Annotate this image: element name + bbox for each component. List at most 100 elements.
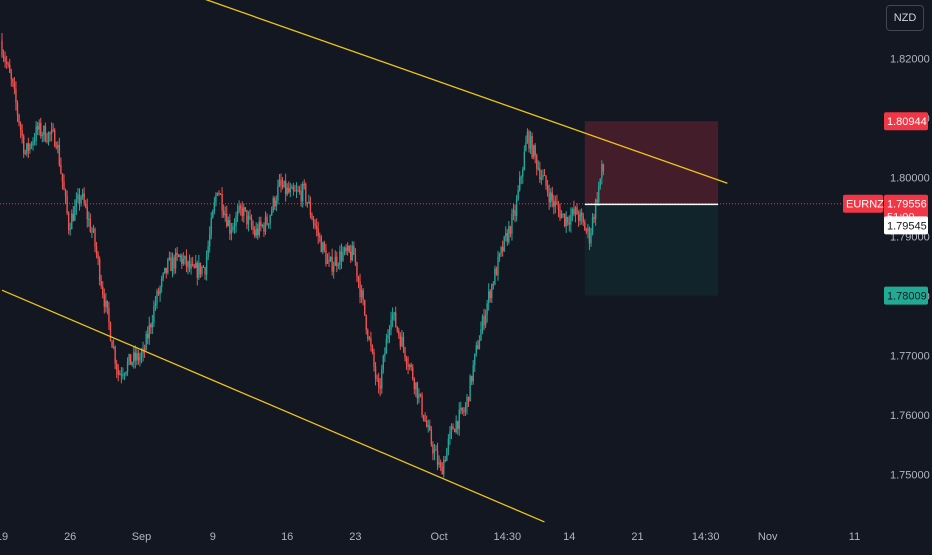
candle bbox=[416, 381, 419, 405]
candle bbox=[277, 179, 279, 205]
candle bbox=[280, 173, 282, 193]
currency-button[interactable]: NZD bbox=[886, 5, 924, 31]
candle bbox=[145, 330, 147, 351]
candle bbox=[263, 222, 265, 237]
candle bbox=[188, 254, 191, 273]
candle bbox=[50, 122, 53, 142]
candle bbox=[495, 266, 498, 276]
candle bbox=[529, 131, 532, 154]
candle bbox=[58, 137, 61, 167]
candle bbox=[43, 125, 45, 142]
candle bbox=[212, 209, 214, 219]
candle bbox=[528, 129, 530, 153]
candle bbox=[577, 210, 580, 227]
candle bbox=[315, 218, 318, 237]
candle bbox=[444, 455, 446, 463]
candle bbox=[348, 245, 350, 254]
time-tick-label: 9 bbox=[210, 531, 216, 543]
candle bbox=[410, 362, 412, 371]
candle bbox=[5, 55, 8, 69]
candle bbox=[551, 186, 553, 208]
candle bbox=[184, 255, 186, 265]
candle bbox=[153, 300, 155, 327]
upper-channel-line[interactable] bbox=[2, 0, 728, 184]
candle bbox=[147, 326, 149, 345]
take-profit-zone[interactable] bbox=[584, 204, 719, 296]
candle bbox=[2, 49, 5, 63]
candle bbox=[240, 203, 242, 216]
time-tick-label: 26 bbox=[64, 531, 76, 543]
candle bbox=[250, 214, 253, 230]
candle bbox=[543, 168, 546, 177]
candle bbox=[29, 142, 31, 154]
currency-label: NZD bbox=[893, 12, 917, 24]
candle bbox=[331, 248, 333, 276]
candle bbox=[213, 196, 216, 215]
candle bbox=[508, 221, 510, 245]
candle bbox=[584, 219, 586, 231]
candle bbox=[430, 426, 433, 447]
stop-loss-zone[interactable] bbox=[584, 121, 719, 205]
price-tick-label: 1.76000 bbox=[890, 410, 930, 422]
candle bbox=[419, 393, 422, 398]
candle bbox=[382, 354, 384, 374]
candle bbox=[67, 211, 70, 235]
time-tick-label: 14:30 bbox=[494, 531, 522, 543]
candle bbox=[173, 254, 175, 275]
candle bbox=[7, 61, 9, 68]
candle bbox=[432, 441, 434, 461]
candle bbox=[78, 188, 81, 211]
candle bbox=[573, 200, 575, 217]
candle bbox=[314, 218, 316, 230]
candle bbox=[89, 213, 92, 233]
time-axis[interactable]: 19 26 Sep 9 16 23 Oct 14:30 14 21 14:30 Nov 11 bbox=[0, 531, 860, 543]
candle bbox=[75, 192, 78, 215]
candle bbox=[582, 212, 584, 227]
candle bbox=[71, 209, 73, 230]
candle bbox=[83, 187, 85, 207]
candle bbox=[103, 288, 105, 314]
candle bbox=[246, 209, 248, 230]
candle bbox=[323, 240, 326, 253]
candle bbox=[281, 177, 284, 190]
candle bbox=[413, 377, 415, 395]
target-price-label: 1.78009 bbox=[884, 286, 928, 305]
candle bbox=[449, 426, 451, 445]
candle bbox=[300, 183, 302, 207]
candle bbox=[1, 32, 3, 58]
candles bbox=[1, 32, 605, 478]
candle bbox=[475, 341, 477, 357]
time-tick-label: 19 bbox=[0, 531, 8, 543]
candle bbox=[185, 249, 188, 273]
candle bbox=[198, 254, 200, 281]
candle bbox=[81, 188, 84, 200]
candle bbox=[514, 204, 516, 223]
candle bbox=[216, 192, 219, 197]
candle bbox=[224, 206, 226, 222]
candle bbox=[264, 211, 267, 235]
candle bbox=[226, 205, 228, 228]
candle bbox=[320, 234, 322, 253]
candle bbox=[368, 335, 371, 341]
lower-channel-line[interactable] bbox=[1, 289, 545, 523]
candle bbox=[230, 222, 233, 241]
candle bbox=[588, 226, 591, 251]
candle bbox=[319, 232, 321, 243]
candle bbox=[119, 370, 121, 376]
candle bbox=[69, 222, 71, 236]
candle bbox=[585, 227, 588, 235]
candle bbox=[447, 434, 450, 456]
candle bbox=[4, 51, 6, 68]
candle bbox=[171, 252, 174, 278]
candle bbox=[439, 459, 442, 472]
candle bbox=[422, 414, 425, 422]
candle bbox=[509, 225, 512, 238]
time-tick-label: Oct bbox=[431, 531, 448, 543]
candle bbox=[489, 288, 491, 303]
time-tick-label: 23 bbox=[349, 531, 361, 543]
candle bbox=[35, 120, 37, 146]
candle bbox=[458, 402, 460, 436]
candle bbox=[393, 312, 395, 321]
